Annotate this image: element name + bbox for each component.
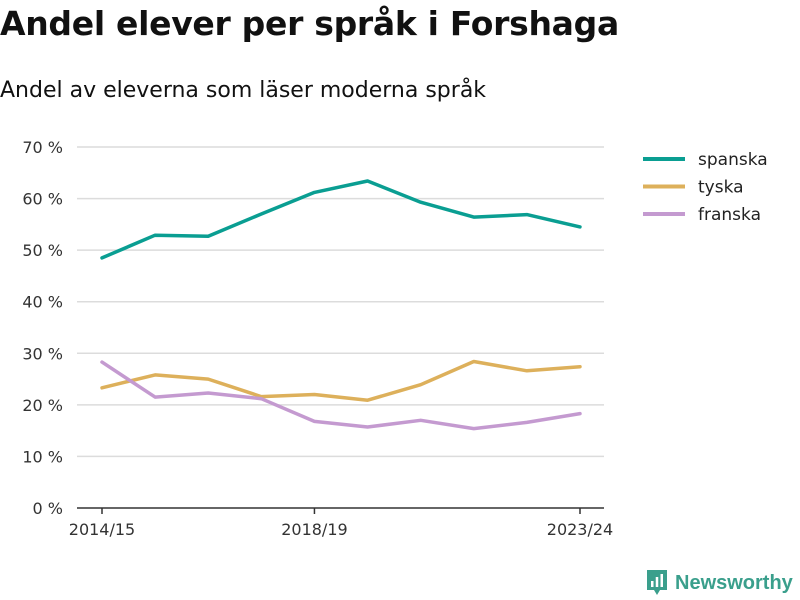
y-tick-label: 70 % <box>22 138 63 157</box>
legend-label-franska: franska <box>698 205 761 225</box>
legend-label-spanska: spanska <box>698 150 768 170</box>
x-tick-label: 2023/24 <box>547 520 613 539</box>
y-tick-label: 60 % <box>22 190 63 209</box>
series-line-tyska <box>100 359 582 402</box>
y-tick-label: 0 % <box>33 499 63 518</box>
x-tick-label: 2018/19 <box>281 520 347 539</box>
y-tick-label: 10 % <box>22 447 63 466</box>
chart-subtitle: Andel av eleverna som läser moderna språ… <box>0 78 487 103</box>
brand-logo: Newsworthy <box>645 568 793 598</box>
x-tick-label: 2014/15 <box>69 520 135 539</box>
y-tick-label: 30 % <box>22 344 63 363</box>
brand-name: Newsworthy <box>675 571 793 594</box>
chart-title: Andel elever per språk i Forshaga <box>0 4 619 43</box>
series-line-franska <box>100 360 582 431</box>
series-line-spanska <box>100 179 582 260</box>
bar-chart-pin-icon <box>647 570 667 595</box>
y-tick-label: 20 % <box>22 396 63 415</box>
y-tick-label: 50 % <box>22 241 63 260</box>
y-tick-label: 40 % <box>22 293 63 312</box>
legend-label-tyska: tyska <box>698 178 744 198</box>
